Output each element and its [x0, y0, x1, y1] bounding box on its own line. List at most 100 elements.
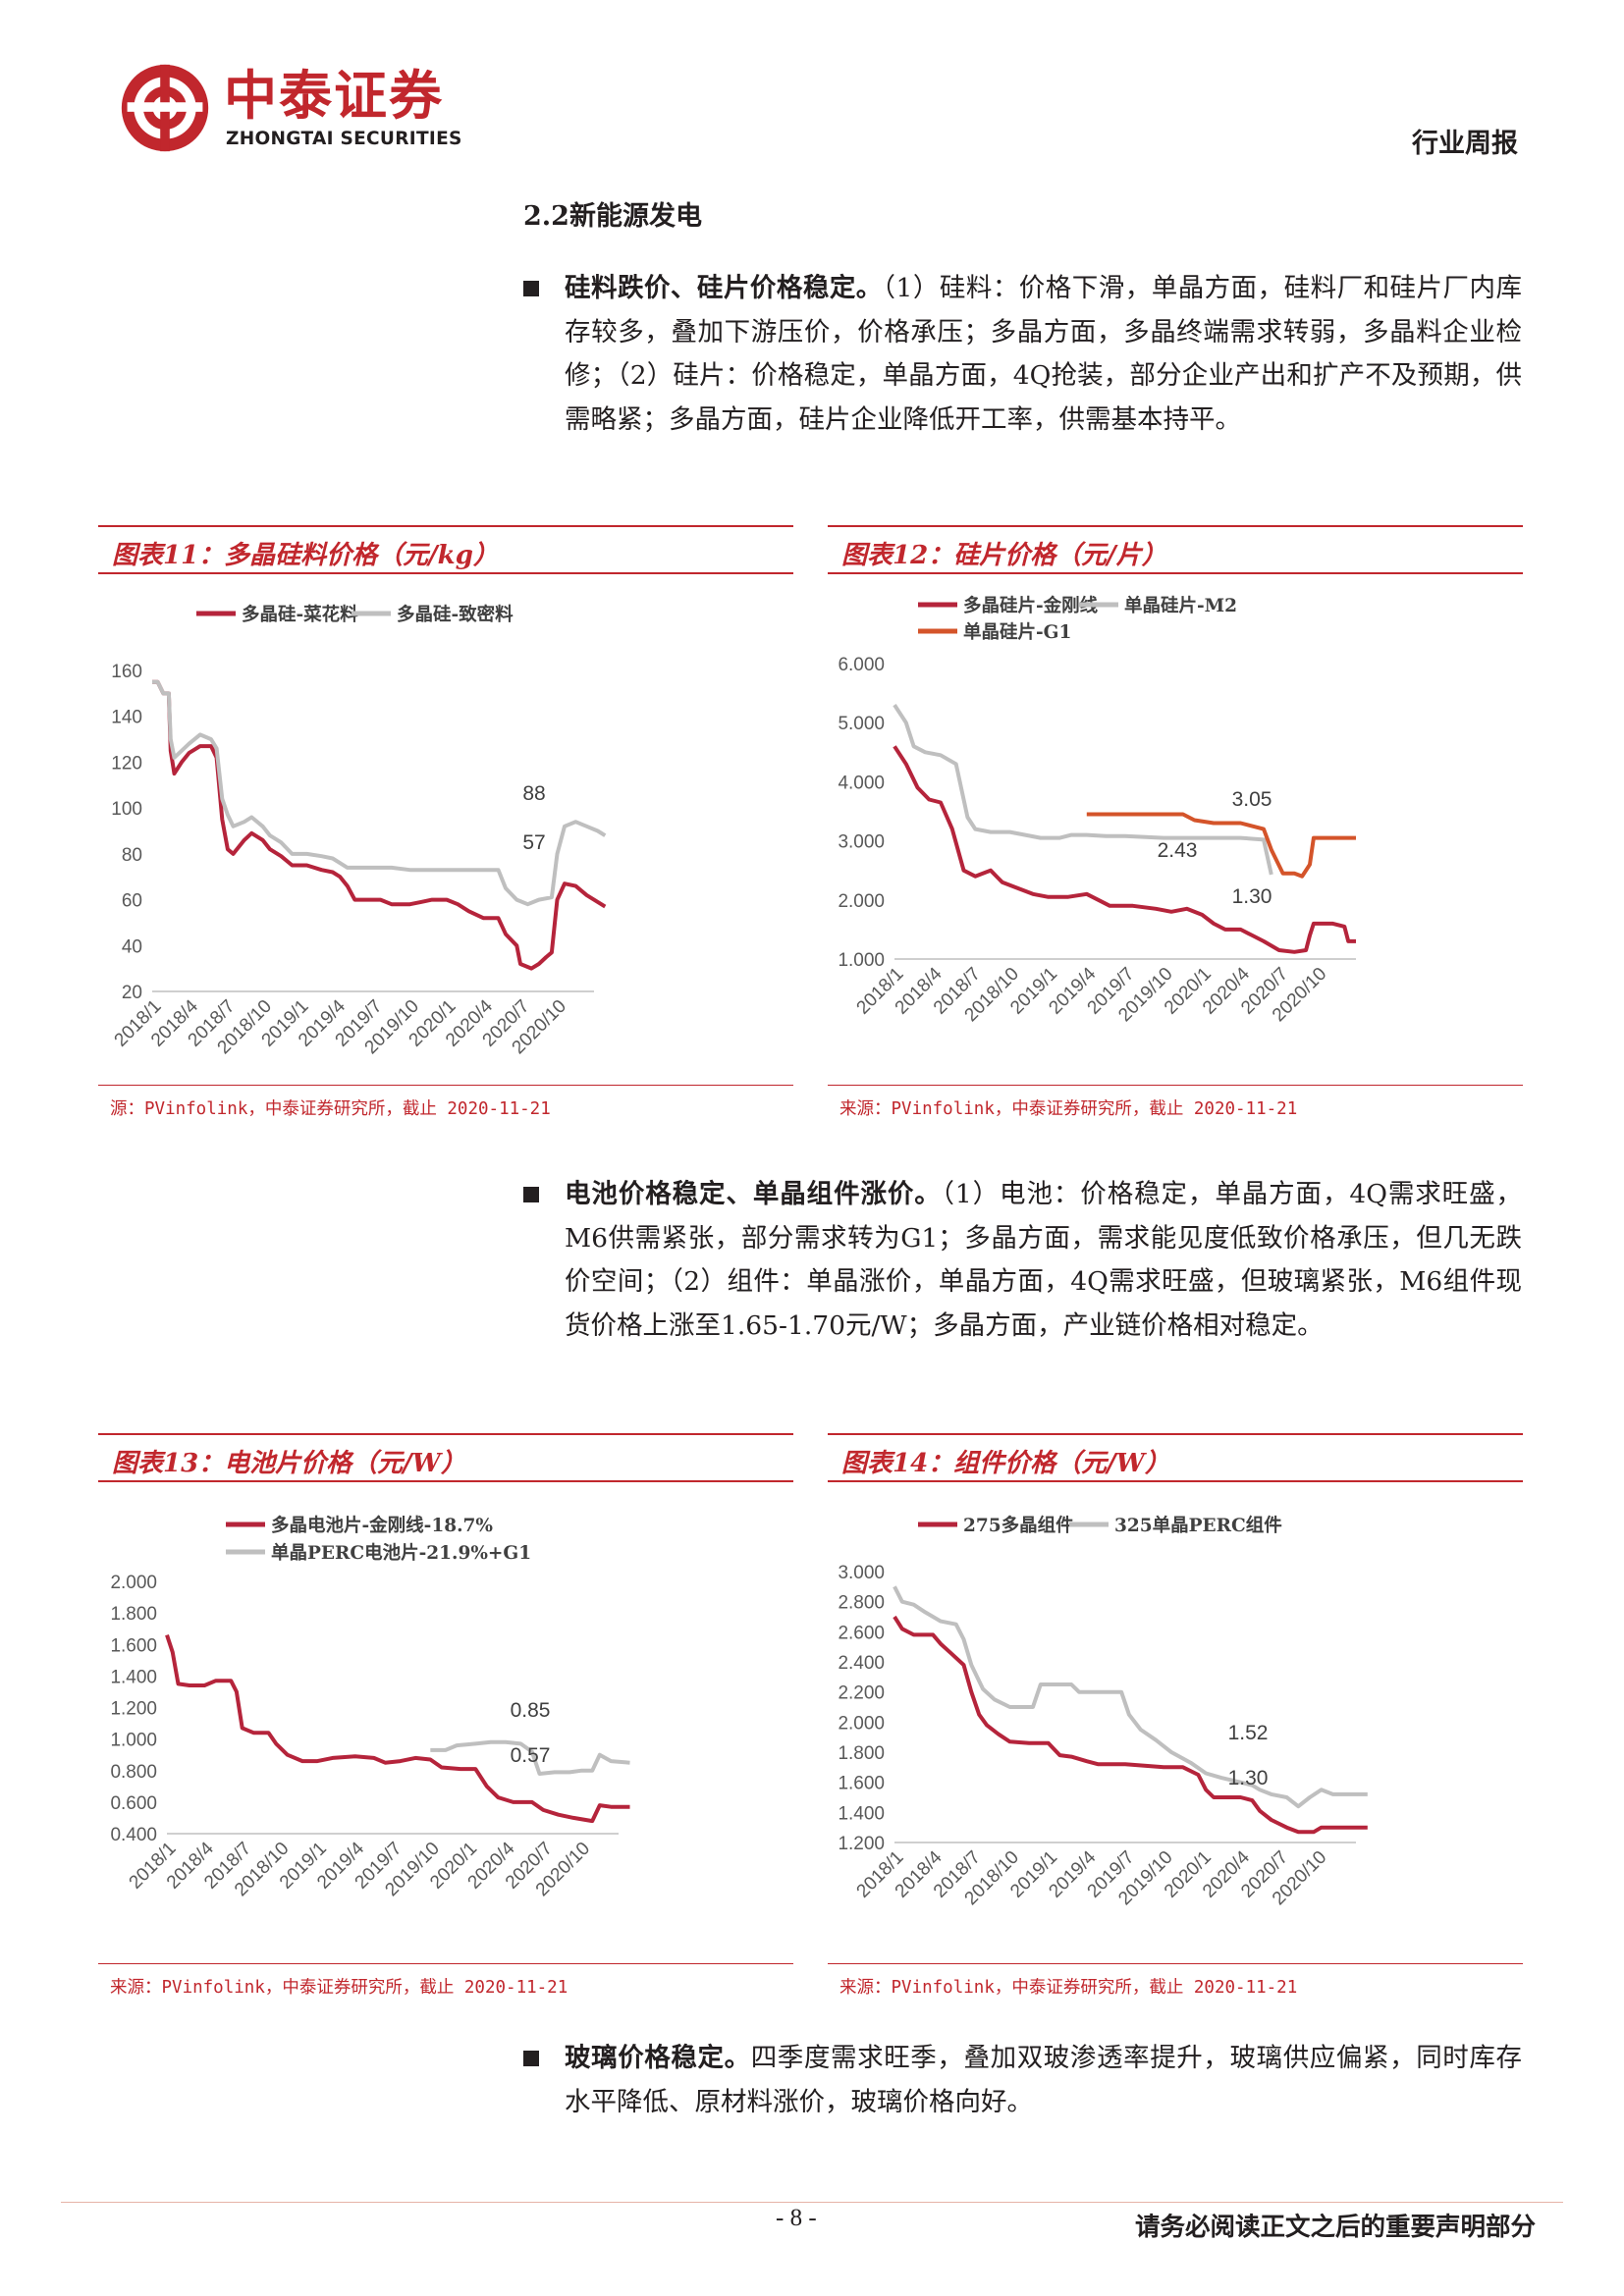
series-line	[893, 1585, 1368, 1809]
y-tick-label: 160	[111, 662, 142, 682]
figure-title: 图表12：硅片价格（元/片）	[841, 541, 1167, 570]
paragraph-polysilicon: 硅料跌价、硅片价格稳定。（1）硅料：价格下滑，单晶方面，硅料厂和硅片厂内库存较多…	[523, 267, 1522, 442]
y-tick-label: 0.800	[110, 1762, 157, 1783]
data-label: 1.30	[1228, 1767, 1269, 1789]
y-tick-label: 1.000	[110, 1731, 157, 1751]
paragraph-lead: 电池价格稳定、单晶组件涨价。	[565, 1179, 942, 1209]
footer-disclaimer: 请务必阅读正文之后的重要声明部分	[1134, 2213, 1536, 2242]
y-tick-label: 1.400	[110, 1667, 157, 1687]
legend-label: 单晶硅片-G1	[963, 621, 1071, 643]
y-tick-label: 100	[111, 799, 142, 820]
series-line	[893, 745, 1356, 954]
figure-source: 来源：PVinfolink，中泰证券研究所，截止 2020-11-21	[110, 1978, 568, 1998]
data-label: 1.52	[1228, 1722, 1269, 1744]
y-tick-label: 1.600	[838, 1774, 885, 1794]
figure-source-bar: 来源：PVinfolink，中泰证券研究所，截止 2020-11-21	[828, 1963, 1523, 1998]
legend-label: 多晶电池片-金刚线-18.7%	[271, 1515, 493, 1536]
data-label: 0.85	[511, 1699, 551, 1722]
y-tick-label: 1.400	[838, 1803, 885, 1824]
data-label: 88	[522, 782, 545, 805]
legend-label: 多晶硅-菜花料	[242, 604, 358, 625]
y-tick-label: 2.000	[838, 891, 885, 912]
series-line	[152, 679, 607, 907]
bullet-square-icon	[523, 2051, 539, 2066]
figure-source: 来源：PVinfolink，中泰证券研究所，截止 2020-11-21	[839, 1099, 1298, 1119]
figure-header: 图表13：电池片价格（元/W）	[98, 1433, 793, 1482]
legend-label: 多晶硅片-金刚线	[963, 595, 1099, 616]
y-tick-label: 3.000	[838, 1563, 885, 1583]
figure-header: 图表12：硅片价格（元/片）	[828, 525, 1523, 574]
y-tick-label: 140	[111, 708, 142, 728]
data-label: 3.05	[1232, 788, 1272, 811]
paragraph-body: （1）硅料：价格下滑，单晶方面，硅料厂和硅片厂内库存较多，叠加下游压价，价格承压…	[565, 273, 1522, 435]
y-tick-label: 1.600	[110, 1635, 157, 1656]
figure-source-bar: 来源：PVinfolink，中泰证券研究所，截止 2020-11-21	[98, 1963, 793, 1998]
paragraph-glass: 玻璃价格稳定。四季度需求旺季，叠加双玻渗透率提升，玻璃供应偏紧，同时库存水平降低…	[523, 2037, 1523, 2124]
series-line	[1086, 812, 1356, 879]
y-tick-label: 60	[122, 891, 142, 912]
figure-header: 图表14：组件价格（元/W）	[828, 1433, 1523, 1482]
brand-name: 中泰证券	[224, 65, 444, 127]
y-tick-label: 2.400	[838, 1653, 885, 1674]
y-tick-label: 120	[111, 753, 142, 774]
bullet-square-icon	[523, 1187, 539, 1202]
paragraph-body: 四季度需求旺季，叠加双玻渗透率提升，玻璃供应偏紧，同时库存水平降低、原材料涨价，…	[565, 2043, 1523, 2117]
logo-icon	[121, 64, 209, 152]
section-title: 2.2新能源发电	[523, 201, 702, 232]
figure-title: 图表13：电池片价格（元/W）	[112, 1449, 466, 1478]
y-tick-label: 2.600	[838, 1623, 885, 1643]
series-line	[893, 1615, 1368, 1835]
series-line	[430, 1739, 630, 1776]
y-tick-label: 80	[122, 845, 142, 866]
y-tick-label: 5.000	[838, 714, 885, 734]
legend-label: 单晶硅片-M2	[1124, 595, 1237, 616]
y-tick-label: 2.000	[838, 1713, 885, 1734]
paragraph-body: （1）电池：价格稳定，单晶方面，4Q需求旺盛，M6供需紧张，部分需求转为G1；多…	[565, 1179, 1522, 1341]
paragraph-cells-modules: 电池价格稳定、单晶组件涨价。（1）电池：价格稳定，单晶方面，4Q需求旺盛，M6供…	[523, 1173, 1522, 1348]
wafer-price-chart: 1.0002.0003.0004.0005.0006.0002018/12018…	[838, 595, 1356, 1026]
y-tick-label: 3.000	[838, 832, 885, 853]
legend-label: 单晶PERC电池片-21.9%+G1	[271, 1542, 531, 1564]
y-tick-label: 1.000	[838, 950, 885, 971]
page-number: - 8 -	[776, 2205, 817, 2231]
y-tick-label: 1.200	[838, 1834, 885, 1854]
figure-source: 来源：PVinfolink，中泰证券研究所，截止 2020-11-21	[839, 1978, 1298, 1998]
y-tick-label: 0.600	[110, 1793, 157, 1814]
y-tick-label: 0.400	[110, 1825, 157, 1845]
legend-label: 275多晶组件	[963, 1515, 1074, 1536]
legend-label: 多晶硅-致密料	[397, 604, 514, 625]
report-type: 行业周报	[1412, 129, 1518, 159]
polysilicon-price-chart: 204060801001201401602018/12018/42018/720…	[111, 604, 607, 1058]
figure-title: 图表11：多晶硅料价格（元/kg）	[112, 541, 499, 570]
y-tick-label: 1.200	[110, 1699, 157, 1720]
figure-source: 源：PVinfolink，中泰证券研究所，截止 2020-11-21	[110, 1099, 551, 1119]
y-tick-label: 2.200	[838, 1683, 885, 1704]
data-label: 0.57	[511, 1744, 551, 1767]
bullet-square-icon	[523, 281, 539, 296]
brand-name-en: ZHONGTAI SECURITIES	[226, 129, 462, 149]
series-line	[893, 704, 1273, 876]
figure-title: 图表14：组件价格（元/W）	[841, 1449, 1170, 1478]
paragraph-lead: 玻璃价格稳定。	[565, 2043, 751, 2073]
y-tick-label: 1.800	[838, 1743, 885, 1764]
y-tick-label: 4.000	[838, 773, 885, 793]
y-tick-label: 20	[122, 983, 142, 1003]
series-line	[165, 1633, 630, 1824]
data-label: 57	[522, 831, 545, 854]
data-label: 1.30	[1232, 885, 1272, 908]
data-label: 2.43	[1158, 839, 1198, 862]
footer-divider	[61, 2202, 1563, 2203]
y-tick-label: 1.800	[110, 1604, 157, 1625]
y-tick-label: 2.800	[838, 1593, 885, 1614]
figure-header: 图表11：多晶硅料价格（元/kg）	[98, 525, 793, 574]
cell-price-chart: 0.400 0.600 0.800 1.000 1.200 1.400 1.600 1.800…	[110, 1515, 630, 1900]
module-price-chart: 1.200 1.400 1.600 1.800 2.000 2.200 2.400 2.600…	[838, 1515, 1368, 1909]
y-tick-label: 6.000	[838, 655, 885, 675]
legend-label: 325单晶PERC组件	[1114, 1515, 1282, 1536]
paragraph-lead: 硅料跌价、硅片价格稳定。	[565, 273, 883, 303]
series-line	[152, 679, 607, 971]
figure-source-bar: 源：PVinfolink，中泰证券研究所，截止 2020-11-21	[98, 1085, 793, 1119]
y-tick-label: 2.000	[110, 1573, 157, 1593]
y-tick-label: 40	[122, 936, 142, 957]
figure-source-bar: 来源：PVinfolink，中泰证券研究所，截止 2020-11-21	[828, 1085, 1523, 1119]
